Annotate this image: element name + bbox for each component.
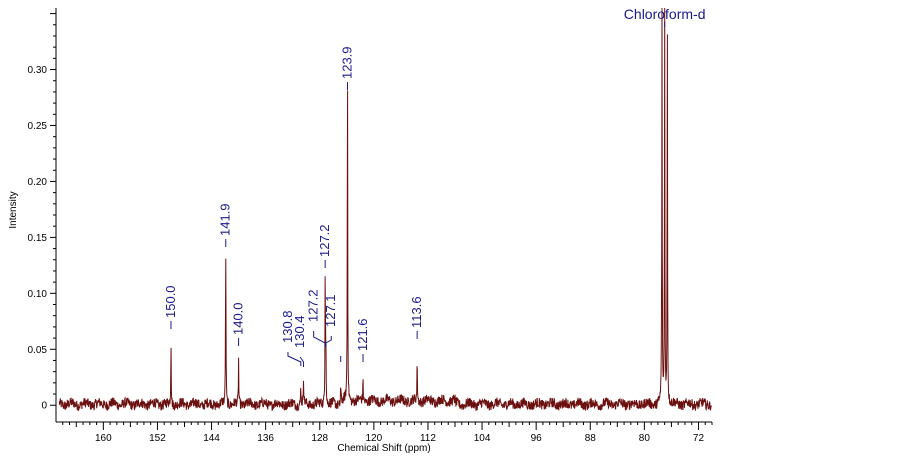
x-tick-label: 96	[531, 433, 543, 444]
x-tick-label: 80	[639, 433, 651, 444]
peak-label-text: 141.9	[218, 203, 233, 236]
x-tick-label: 88	[585, 433, 597, 444]
peak-label-text: 130.8	[280, 310, 295, 343]
y-tick-label: 0.20	[28, 177, 48, 188]
peak-label-text: 150.0	[163, 285, 178, 318]
peak-label: 141.9	[218, 203, 233, 247]
x-tick-label: 128	[311, 433, 328, 444]
peak-leader	[325, 336, 332, 347]
peak-label: 123.9	[339, 46, 354, 90]
x-tick-label: 72	[693, 433, 705, 444]
x-tick-label: 144	[203, 433, 220, 444]
peak-label: 130.4	[292, 315, 307, 348]
peak-label-text: 127.2	[306, 289, 321, 322]
solvent-label: Chloroform-d	[624, 6, 706, 22]
peak-label-text: 121.6	[355, 318, 370, 351]
y-tick-label: 0.15	[28, 233, 48, 244]
x-tick-label: 112	[420, 433, 436, 444]
x-tick-label: 136	[257, 433, 274, 444]
peak-label-text: 127.1	[323, 294, 338, 327]
x-tick-label: 152	[149, 433, 166, 444]
y-axis-title: Intensity	[8, 191, 19, 228]
peak-label: 127.1	[323, 294, 338, 327]
spectrum-line	[58, 7, 712, 412]
peak-label: 130.8	[280, 310, 295, 343]
peak-label-text: 113.6	[409, 296, 424, 328]
y-tick-label: 0.10	[28, 289, 48, 300]
y-tick-label: 0	[41, 401, 47, 412]
peak-label: 150.0	[163, 285, 178, 329]
peak-label-text: 123.9	[339, 46, 354, 79]
peak-label-text: 127.2	[317, 224, 332, 257]
peak-label: 121.6	[355, 318, 370, 362]
y-tick-label: 0.25	[28, 121, 48, 132]
spectrum-trace	[58, 7, 712, 412]
x-tick-label: 104	[474, 433, 491, 444]
x-tick-label: 160	[95, 433, 112, 444]
peak-label-text: 130.4	[292, 315, 307, 348]
peak-label: 113.6	[409, 296, 424, 339]
peak-label: 127.2	[306, 289, 321, 322]
peak-label: 127.2	[317, 224, 332, 268]
peak-leader	[287, 352, 302, 366]
axes: 160 152 144 136 128 120 112 104 96 88 80 72 0 0.05 0.1…	[28, 8, 713, 444]
peak-label-text: 140.0	[231, 302, 246, 335]
peak-leader	[299, 356, 305, 367]
x-tick-label: 120	[366, 433, 383, 444]
peak-label: 140.0	[231, 302, 246, 346]
peak-leader	[313, 331, 326, 347]
y-tick-label: 0.05	[28, 345, 48, 356]
x-axis-title: Chemical Shift (ppm)	[337, 443, 430, 454]
y-tick-label: 0.30	[28, 65, 48, 76]
